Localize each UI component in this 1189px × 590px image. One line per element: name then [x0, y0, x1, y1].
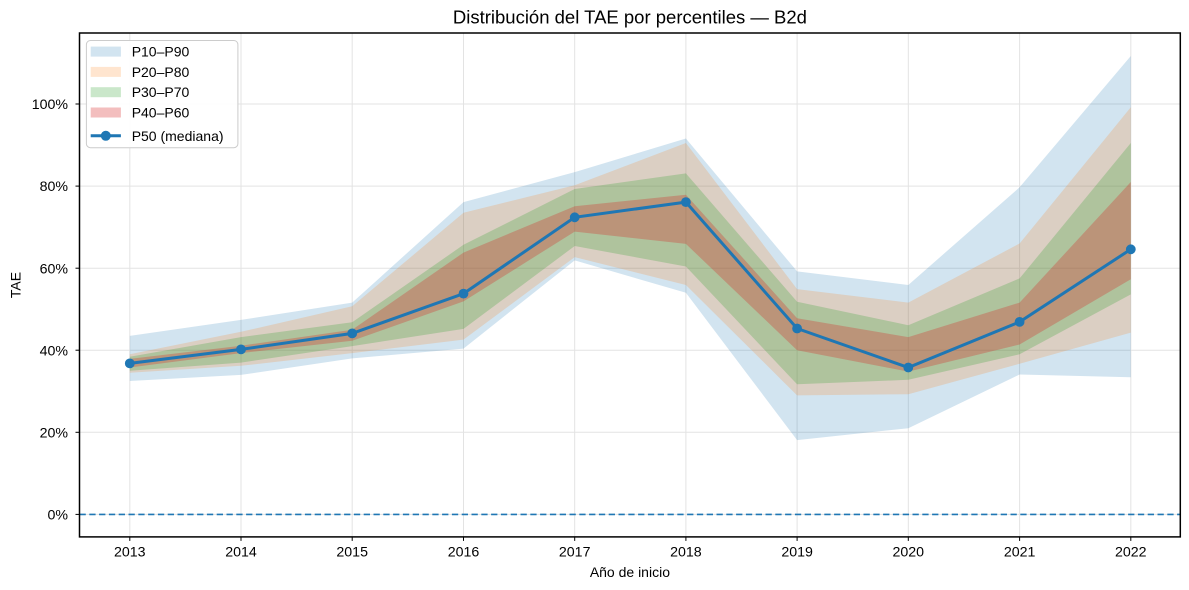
svg-text:P40–P60: P40–P60	[132, 105, 190, 121]
svg-text:2016: 2016	[448, 545, 480, 561]
svg-text:2013: 2013	[114, 545, 146, 561]
svg-text:Año de inicio: Año de inicio	[590, 564, 670, 580]
svg-text:P20–P80: P20–P80	[132, 64, 190, 80]
svg-text:40%: 40%	[40, 343, 69, 359]
svg-text:2019: 2019	[781, 545, 813, 561]
svg-text:2022: 2022	[1115, 545, 1147, 561]
svg-text:20%: 20%	[40, 425, 69, 441]
svg-text:Distribución del TAE por perce: Distribución del TAE por percentiles — B…	[453, 7, 807, 28]
svg-text:2015: 2015	[336, 545, 368, 561]
svg-text:2020: 2020	[893, 545, 925, 561]
svg-text:2017: 2017	[559, 545, 591, 561]
svg-text:2014: 2014	[225, 545, 257, 561]
svg-text:2021: 2021	[1004, 545, 1036, 561]
svg-text:P50 (mediana): P50 (mediana)	[132, 128, 224, 144]
svg-text:0%: 0%	[47, 508, 68, 524]
svg-text:2018: 2018	[670, 545, 702, 561]
svg-text:60%: 60%	[40, 261, 69, 277]
svg-text:P30–P70: P30–P70	[132, 84, 190, 100]
svg-text:P10–P90: P10–P90	[132, 44, 190, 60]
svg-text:100%: 100%	[32, 97, 69, 113]
svg-text:TAE: TAE	[7, 272, 23, 298]
svg-text:80%: 80%	[40, 179, 69, 195]
